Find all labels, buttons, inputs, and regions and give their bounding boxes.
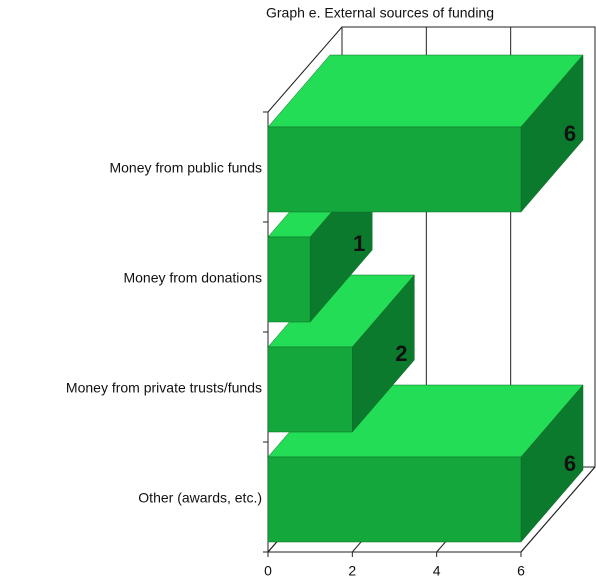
grid-line bbox=[520, 27, 596, 553]
value-label: 6 bbox=[564, 121, 576, 146]
y-tick-label: Other (awards, etc.) bbox=[138, 490, 262, 506]
bar bbox=[267, 456, 522, 543]
y-tick-label: Money from public funds bbox=[109, 160, 262, 176]
x-tick-label: 0 bbox=[264, 563, 272, 579]
bar bbox=[267, 236, 311, 323]
value-label: 6 bbox=[564, 451, 576, 476]
value-label: 2 bbox=[395, 341, 407, 366]
x-tick-label: 4 bbox=[433, 563, 441, 579]
y-tick-label: Money from donations bbox=[123, 270, 262, 286]
y-tick-label: Money from private trusts/funds bbox=[66, 380, 262, 396]
x-tick-label: 2 bbox=[348, 563, 356, 579]
value-label: 1 bbox=[353, 231, 365, 256]
x-tick-label: 6 bbox=[517, 563, 525, 579]
chart-title: Graph e. External sources of funding bbox=[266, 5, 494, 21]
bar bbox=[267, 126, 522, 213]
bar bbox=[267, 346, 353, 433]
